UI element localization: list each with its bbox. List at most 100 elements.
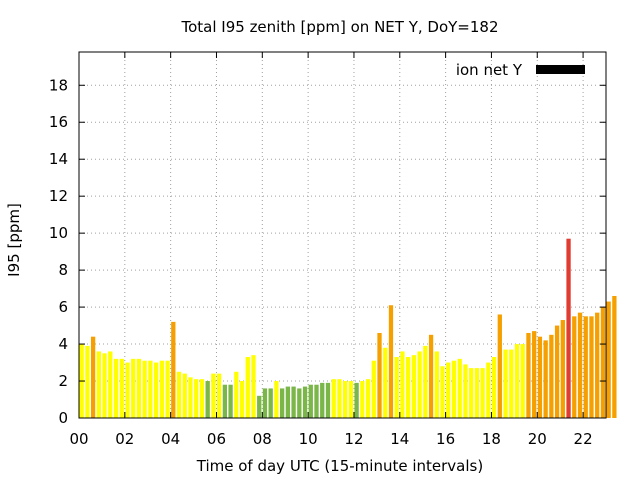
bar xyxy=(400,351,405,418)
bar xyxy=(394,357,399,418)
bar xyxy=(113,358,119,418)
bar xyxy=(371,360,376,418)
bar xyxy=(440,366,445,418)
bar xyxy=(577,312,583,418)
bar xyxy=(348,381,354,418)
y-tick-label: 2 xyxy=(58,372,68,390)
bar xyxy=(257,395,262,418)
bar xyxy=(428,334,434,418)
y-tick-label: 4 xyxy=(58,335,68,353)
bar xyxy=(262,388,268,418)
bar xyxy=(234,371,239,418)
bar xyxy=(360,381,365,418)
y-tick-labels: 0 2 4 6 8 10 12 14 16 18 xyxy=(49,76,68,427)
bar xyxy=(388,305,394,418)
legend-swatch xyxy=(536,65,585,74)
bar xyxy=(423,345,428,418)
bar xyxy=(503,349,508,418)
y-tick-label: 0 xyxy=(58,409,68,427)
bar xyxy=(566,238,571,418)
bar xyxy=(308,384,313,418)
x-tick-label: 02 xyxy=(115,430,134,448)
bar xyxy=(159,360,164,418)
plot-frame xyxy=(78,51,607,419)
x-tick-labels: 00 02 04 06 08 10 12 14 16 18 20 22 xyxy=(69,430,592,448)
bar xyxy=(514,344,520,418)
bar xyxy=(532,331,537,418)
x-tick-label: 06 xyxy=(207,430,226,448)
bar xyxy=(325,382,331,418)
y-tick-label: 8 xyxy=(58,261,68,279)
bar xyxy=(291,386,296,418)
bar xyxy=(314,384,319,418)
bar xyxy=(148,360,153,418)
legend-label: ion net Y xyxy=(456,61,523,79)
bar xyxy=(171,321,176,418)
bar xyxy=(480,368,485,418)
chart-title: Total I95 zenith [ppm] on NET Y, DoY=182 xyxy=(180,18,498,36)
bar xyxy=(90,336,96,418)
bar xyxy=(176,371,182,418)
bar xyxy=(205,381,210,418)
bar xyxy=(589,316,594,418)
bar xyxy=(343,381,348,418)
bar xyxy=(572,316,577,418)
bar xyxy=(142,360,147,418)
y-tick-label: 16 xyxy=(49,113,68,131)
bar xyxy=(188,377,193,418)
grid-lines xyxy=(79,52,606,418)
bars xyxy=(79,238,617,418)
y-tick-label: 18 xyxy=(49,76,68,94)
x-tick-label: 04 xyxy=(161,430,180,448)
bar xyxy=(537,336,543,418)
bar xyxy=(406,357,411,418)
bar xyxy=(136,358,142,418)
bar xyxy=(354,382,359,418)
bar xyxy=(331,379,336,418)
bar xyxy=(554,325,560,418)
y-tick-label: 6 xyxy=(58,298,68,316)
bar xyxy=(119,358,124,418)
x-tick-label: 20 xyxy=(528,430,547,448)
bar xyxy=(520,344,525,418)
x-tick-label: 18 xyxy=(482,430,501,448)
y-tick-label: 10 xyxy=(49,224,68,242)
bar xyxy=(595,312,600,418)
bar xyxy=(451,360,457,418)
y-axis-label: I95 [ppm] xyxy=(5,203,23,277)
bar xyxy=(125,362,130,418)
legend: ion net Y xyxy=(456,61,585,79)
x-tick-label: 08 xyxy=(253,430,272,448)
bar xyxy=(486,362,491,418)
bar xyxy=(383,347,388,418)
bar xyxy=(297,388,302,418)
bar xyxy=(131,358,136,418)
bar xyxy=(543,340,548,418)
bar xyxy=(194,379,199,418)
bar xyxy=(216,373,222,418)
bar xyxy=(222,384,228,418)
bar xyxy=(497,314,502,418)
x-tick-label: 10 xyxy=(299,430,318,448)
x-tick-label: 14 xyxy=(390,430,409,448)
bar xyxy=(85,345,90,418)
bar xyxy=(285,386,291,418)
bar xyxy=(251,355,256,418)
bar xyxy=(153,362,159,418)
bar xyxy=(377,332,382,418)
bar xyxy=(182,373,187,418)
bar xyxy=(600,307,606,418)
bar xyxy=(96,351,101,418)
bar xyxy=(583,316,588,418)
axis-ticks xyxy=(78,52,606,419)
bar xyxy=(211,373,216,418)
bar xyxy=(560,320,565,418)
bar xyxy=(302,386,308,418)
bar xyxy=(108,351,113,418)
bar xyxy=(457,358,462,418)
bar xyxy=(239,381,245,418)
bar xyxy=(268,388,273,418)
bar xyxy=(549,334,554,418)
bar xyxy=(474,368,480,418)
